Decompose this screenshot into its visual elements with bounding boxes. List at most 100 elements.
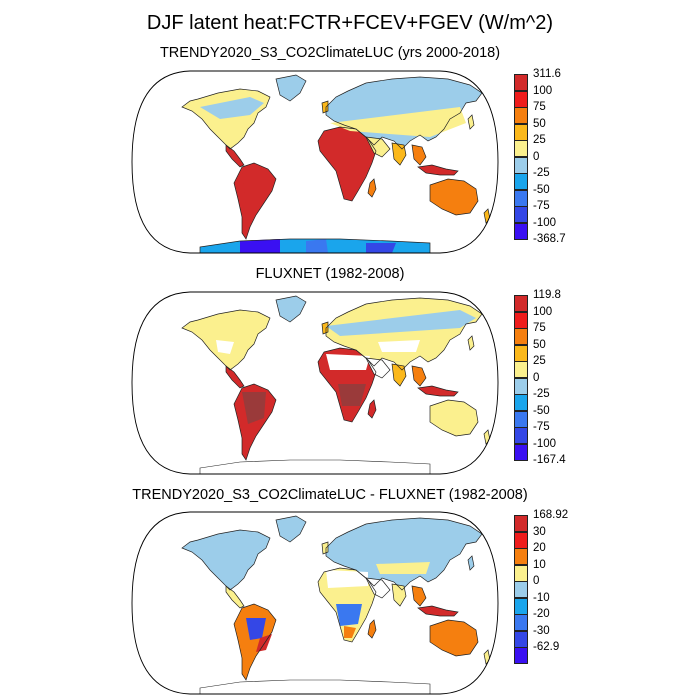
field-patch	[344, 626, 356, 638]
coastline-greenland	[275, 74, 307, 102]
colorbar-swatch	[514, 614, 528, 632]
colorbar-swatch	[514, 344, 528, 362]
coastline-japan	[467, 114, 475, 130]
colorbar-swatch	[514, 156, 528, 174]
coastline-uk	[321, 541, 329, 555]
colorbar-tick-label: -167.4	[533, 454, 566, 466]
colorbar-swatch	[514, 443, 528, 461]
field-patch	[378, 340, 420, 352]
coastline-india	[391, 142, 407, 166]
colorbar-tick-label: 311.6	[533, 68, 561, 80]
colorbar-tick-label: 50	[533, 117, 546, 130]
panel-1-title: TRENDY2020_S3_CO2ClimateLUC (yrs 2000-20…	[159, 45, 501, 61]
panel-3-map	[131, 511, 499, 695]
field-patch	[326, 310, 476, 336]
land-uk	[322, 101, 328, 113]
colorbar-tick-label: 20	[533, 542, 546, 554]
land-northAmerica	[182, 310, 270, 370]
coastline-indonesia	[417, 164, 459, 176]
coastline-seAsia	[411, 585, 427, 607]
colorbar-swatch	[514, 123, 528, 141]
colorbar-swatch	[514, 222, 528, 240]
coastline-northAmerica	[181, 529, 271, 591]
coastline-arabia	[365, 136, 391, 158]
field-patch	[200, 97, 264, 119]
colorbar-tick-label: -50	[533, 183, 550, 196]
land-greenland	[276, 75, 306, 101]
land-centralAmerica	[226, 586, 244, 608]
colorbar-swatch	[514, 328, 528, 346]
field-patch	[230, 534, 264, 546]
coastline-antarctica	[199, 679, 431, 694]
coastline-japan	[467, 335, 475, 351]
colorbar-swatch	[514, 107, 528, 125]
coastline-southAmerica	[233, 603, 277, 681]
colorbar-swatch	[514, 295, 528, 313]
colorbar-tick-label: 0	[533, 150, 540, 163]
map-land-group	[181, 295, 491, 474]
panel-2-map	[131, 291, 499, 475]
land-greenland	[276, 296, 306, 322]
land-greenland	[276, 516, 306, 542]
panel-2-colorbar: 119.8 100 75 50 25 0 -25 -50 -75 -100 -167.4	[514, 289, 566, 466]
field-patch	[326, 570, 368, 588]
field-patch	[242, 169, 268, 207]
panel-1-map	[131, 70, 499, 254]
field-patch	[306, 239, 328, 253]
colorbar-swatch	[514, 581, 528, 599]
figure-title: DJF latent heat:FCTR+FCEV+FGEV (W/m^2)	[146, 12, 554, 34]
coastline-seAsia	[411, 365, 427, 387]
colorbar-tick-label: 100	[533, 305, 553, 318]
colorbar-swatch	[514, 140, 528, 158]
colorbar-swatch	[514, 410, 528, 428]
coastline-greenland	[275, 515, 307, 543]
colorbar-swatch	[514, 427, 528, 445]
coastline-india	[391, 363, 407, 387]
field-patch	[338, 384, 366, 406]
colorbar-swatch	[514, 515, 528, 533]
colorbar-swatch	[514, 311, 528, 329]
colorbar-swatch	[514, 394, 528, 412]
colorbar-tick-label: 168.92	[533, 509, 569, 521]
land-indonesia	[418, 386, 458, 396]
colorbar-tick-label: -62.9	[533, 641, 560, 653]
colorbar-tick-label: -25	[533, 167, 550, 179]
colorbar-swatch	[514, 564, 528, 582]
field-patch	[336, 159, 368, 181]
colorbar-tick-label: 0	[533, 371, 540, 384]
map-land-group	[181, 74, 491, 253]
colorbar-tick-label: 25	[533, 355, 546, 367]
colorbar-tick-label: 75	[533, 101, 546, 113]
coastline-antarctica	[199, 459, 431, 474]
land-southAmerica	[234, 604, 276, 680]
land-centralAmerica	[226, 145, 244, 167]
coastline-greenland	[275, 295, 307, 323]
map-land-group	[181, 515, 491, 694]
colorbar-tick-label: -100	[533, 216, 557, 229]
colorbar-tick-label: 10	[533, 558, 546, 571]
colorbar-swatch	[514, 74, 528, 92]
coastline-africa	[317, 347, 377, 423]
coastline-centralAmerica	[225, 585, 245, 609]
colorbar-tick-label: 100	[533, 84, 553, 97]
land-indonesia	[418, 606, 458, 616]
coastline-japan	[467, 555, 475, 571]
field-patch	[330, 107, 466, 137]
land-australia	[430, 179, 478, 215]
coastline-uk	[321, 100, 329, 114]
coastline-uk	[321, 321, 329, 335]
colorbar-swatch	[514, 630, 528, 648]
land-centralAmerica	[226, 366, 244, 388]
colorbar-tick-label: -30	[533, 624, 550, 637]
coastline-madagascar	[367, 399, 377, 419]
colorbar-tick-label: 75	[533, 322, 546, 334]
panel-3-title: TRENDY2020_S3_CO2ClimateLUC - FLUXNET (1…	[132, 487, 528, 503]
field-patch	[240, 239, 280, 253]
colorbar-swatch	[514, 189, 528, 207]
coastline-africa	[317, 567, 377, 643]
coastline-arabia	[365, 357, 391, 379]
colorbar-swatch	[514, 647, 528, 665]
colorbar-swatch	[514, 597, 528, 615]
coastline-northAmerica	[181, 309, 271, 371]
coastline-seAsia	[411, 144, 427, 166]
